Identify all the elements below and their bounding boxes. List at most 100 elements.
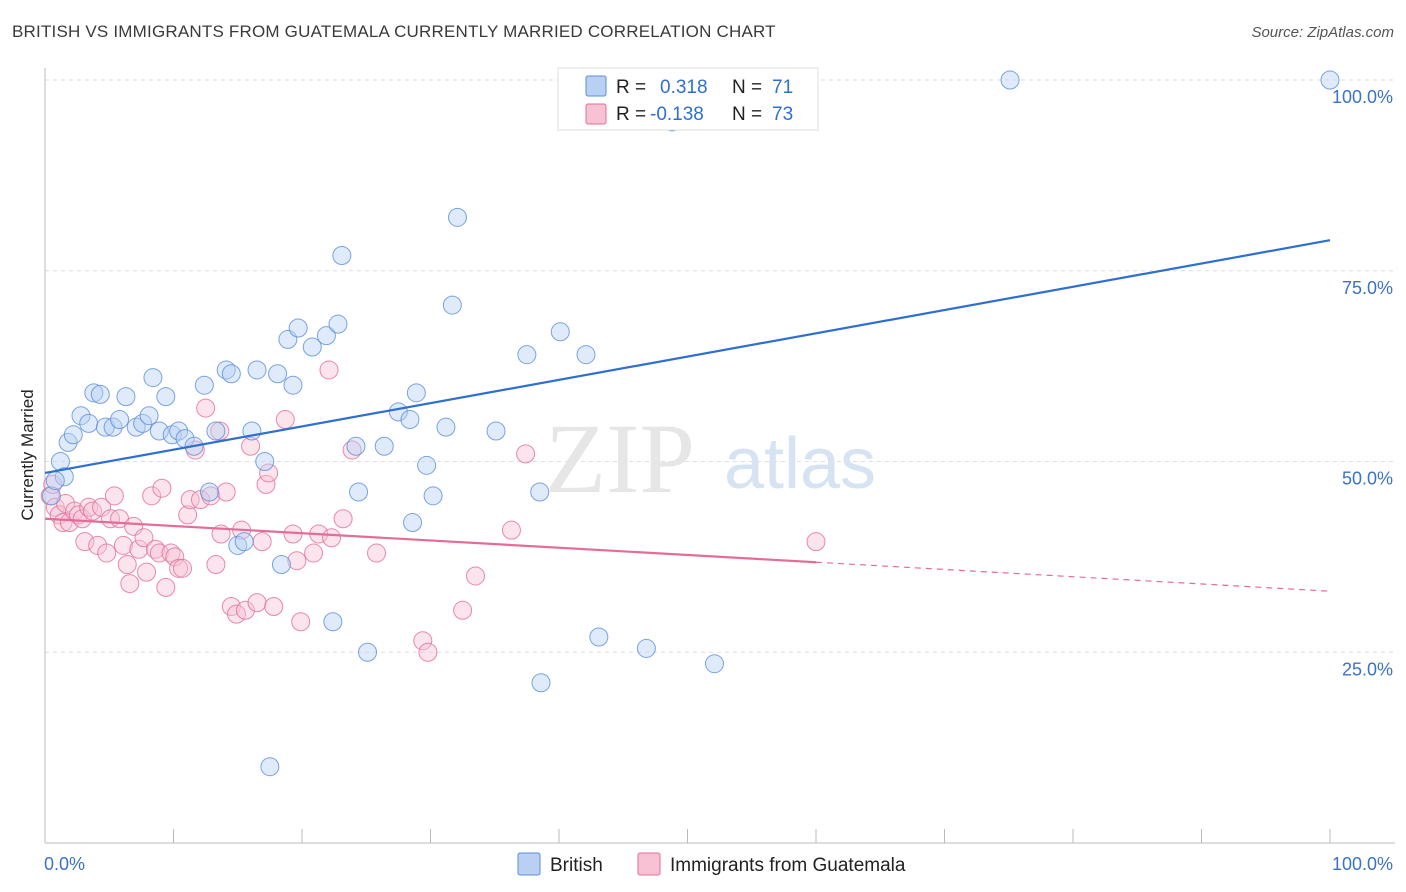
british-point <box>247 360 267 380</box>
british-point <box>589 627 609 647</box>
guatemala-point <box>152 478 172 498</box>
bottom-legend-label-guatemala: Immigrants from Guatemala <box>670 855 906 876</box>
legend-r-value-2: -0.138 <box>650 104 704 125</box>
legend-n-label-2: N = <box>732 104 762 125</box>
british-point <box>302 337 322 357</box>
guatemala-point <box>247 593 267 613</box>
guatemala-point <box>241 436 261 456</box>
bottom-legend: British Immigrants from Guatemala <box>517 852 906 876</box>
british-point <box>216 360 236 380</box>
guatemala-point <box>319 360 339 380</box>
legend-n-value-2: 73 <box>772 104 793 125</box>
british-point <box>283 375 303 395</box>
x-tick-labels: 0.0% 100.0% <box>44 854 1393 874</box>
bottom-legend-label-british: British <box>550 855 603 876</box>
guatemala-trend-extension <box>815 561 1331 592</box>
legend-r-value-1: 0.318 <box>660 77 708 98</box>
british-point <box>268 364 288 384</box>
y-tick-label-1: 75.0% <box>1342 278 1393 298</box>
british-point <box>133 413 153 433</box>
series-guatemala-points <box>40 360 826 662</box>
guatemala-point <box>256 474 276 494</box>
british-point <box>169 421 189 441</box>
guatemala-point <box>465 566 485 586</box>
british-point <box>346 436 366 456</box>
british-point <box>530 482 550 502</box>
y-tick-label-0: 100.0% <box>1332 87 1393 107</box>
bottom-legend-swatch-british <box>517 852 541 876</box>
legend-r-label-2: R = <box>616 104 646 125</box>
x-tick-label-0: 0.0% <box>44 854 85 874</box>
guatemala-point <box>291 612 311 632</box>
guatemala-point <box>342 440 362 460</box>
british-point <box>704 654 724 674</box>
british-point <box>1320 70 1340 90</box>
guatemala-point <box>180 490 200 510</box>
british-trend-line <box>44 239 1331 475</box>
british-point <box>139 406 159 426</box>
british-point <box>271 555 291 575</box>
trend-lines <box>44 239 1331 592</box>
y-tick-label-3: 25.0% <box>1342 659 1393 679</box>
axes <box>44 68 1395 844</box>
british-point <box>143 368 163 388</box>
y-axis-label: Currently Married <box>18 389 37 520</box>
guatemala-point <box>206 555 226 575</box>
guatemala-point <box>104 486 124 506</box>
guatemala-trend-line <box>44 517 817 564</box>
guatemala-point <box>117 555 137 575</box>
stats-legend: R = 0.318 N = 71 R = -0.138 N = 73 <box>557 67 819 131</box>
watermark-zip: ZIP <box>545 403 695 514</box>
british-point <box>110 410 130 430</box>
guatemala-point <box>806 532 826 552</box>
british-point <box>374 436 394 456</box>
guatemala-point <box>252 532 272 552</box>
british-point <box>550 322 570 342</box>
y-tick-label-2: 50.0% <box>1342 469 1393 489</box>
guatemala-point <box>75 532 95 552</box>
british-point <box>116 387 136 407</box>
british-point <box>316 326 336 346</box>
guatemala-point <box>113 535 133 555</box>
british-point <box>332 245 352 265</box>
british-point <box>84 383 104 403</box>
british-point <box>423 486 443 506</box>
guatemala-point <box>453 600 473 620</box>
guatemala-point <box>129 539 149 559</box>
british-point <box>417 455 437 475</box>
guatemala-point <box>501 520 521 540</box>
guatemala-point <box>196 398 216 418</box>
british-point <box>486 421 506 441</box>
watermark: ZIP atlas <box>545 403 876 514</box>
british-point <box>194 375 214 395</box>
guatemala-point <box>172 558 192 578</box>
legend-swatch-british <box>585 75 607 97</box>
british-point <box>517 345 537 365</box>
guatemala-point <box>178 505 198 525</box>
guatemala-point <box>287 551 307 571</box>
british-point <box>358 642 378 662</box>
legend-n-label-1: N = <box>732 77 762 98</box>
british-point <box>576 345 596 365</box>
guatemala-point <box>264 596 284 616</box>
british-point <box>221 364 241 384</box>
guatemala-point <box>516 444 536 464</box>
guatemala-point <box>418 642 438 662</box>
guatemala-point <box>134 528 154 548</box>
british-point <box>436 417 456 437</box>
british-point <box>531 673 551 693</box>
british-point <box>156 387 176 407</box>
legend-n-value-1: 71 <box>772 77 793 98</box>
grid-lines <box>45 79 1395 653</box>
guatemala-point <box>53 513 73 533</box>
british-point <box>260 757 280 777</box>
series-british-points <box>41 70 1340 777</box>
guatemala-point <box>97 543 117 563</box>
chart-source: Source: ZipAtlas.com <box>1251 24 1394 41</box>
guatemala-point <box>72 509 92 529</box>
british-point <box>234 532 254 552</box>
guatemala-point <box>120 574 140 594</box>
legend-r-label-1: R = <box>616 77 646 98</box>
british-point <box>71 406 91 426</box>
